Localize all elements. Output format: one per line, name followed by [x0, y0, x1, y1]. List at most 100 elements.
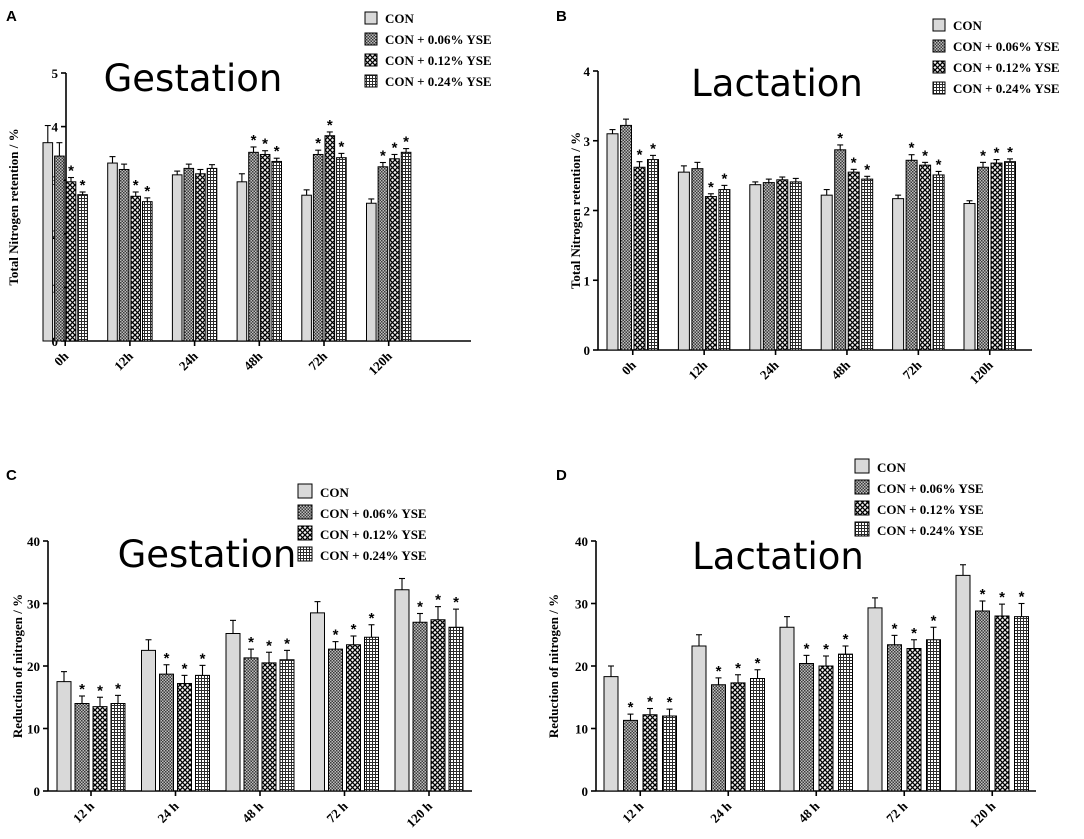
x-tick-label: 72h — [900, 357, 925, 382]
significance-marker: * — [647, 694, 653, 711]
legend: CON CON + 0.06% YSE CON + 0.12% YSE CON + 0… — [364, 11, 492, 89]
x-tick-label: 24h — [757, 357, 782, 382]
bar — [603, 676, 619, 792]
significance-marker: * — [327, 117, 333, 134]
legend-swatch — [932, 60, 946, 74]
bar — [279, 659, 295, 792]
bar — [892, 198, 905, 351]
legend-swatch — [932, 39, 946, 53]
significance-marker: * — [911, 625, 917, 642]
legend: CON CON + 0.06% YSE CON + 0.12% YSE CON + 0… — [854, 458, 984, 538]
significance-marker: * — [79, 681, 85, 698]
legend-swatch — [854, 500, 870, 516]
bar — [448, 626, 464, 792]
bar — [77, 194, 88, 342]
bar — [141, 649, 156, 792]
plot-area: 0 1 2 3 4 Total Nitrogen retention / % * * 0h * * 1… — [568, 64, 1032, 387]
bar — [394, 589, 410, 792]
panel-letter: B — [556, 8, 567, 25]
x-tick-label: 12 h — [619, 798, 647, 826]
legend-label: CON + 0.24% YSE — [320, 548, 427, 563]
bar — [620, 124, 632, 351]
legend-label: CON + 0.24% YSE — [953, 81, 1060, 96]
y-tick-label: 2 — [584, 204, 591, 219]
panel-b: B Lactation 0 1 2 3 4 Total Nitrogen retentio… — [556, 8, 1060, 387]
bar — [838, 653, 853, 792]
chart-title: Lactation — [691, 62, 863, 105]
bar — [975, 610, 990, 792]
bar — [834, 149, 847, 351]
bar — [677, 171, 690, 351]
significance-marker: * — [864, 161, 870, 178]
significance-marker: * — [164, 650, 170, 667]
significance-marker: * — [115, 680, 121, 697]
legend-label: CON + 0.12% YSE — [953, 60, 1060, 75]
bar — [977, 166, 989, 351]
significance-marker: * — [735, 660, 741, 677]
significance-marker: * — [417, 599, 423, 616]
significance-marker: * — [931, 612, 937, 629]
y-axis-label: Reduction of nitrogen / % — [546, 594, 561, 738]
x-tick-label: 0h — [51, 348, 72, 369]
bar — [606, 133, 619, 351]
x-tick-label: 120 h — [967, 798, 999, 830]
legend-swatch — [932, 18, 946, 32]
x-tick-label: 12 h — [70, 798, 98, 826]
significance-marker: * — [994, 145, 1000, 162]
bar — [183, 167, 195, 342]
significance-marker: * — [453, 594, 459, 611]
panel-letter: D — [556, 467, 567, 484]
significance-marker: * — [380, 148, 386, 165]
y-tick-label: 5 — [52, 66, 59, 81]
legend-swatch — [854, 521, 870, 537]
bar — [177, 683, 192, 792]
y-tick-label: 40 — [575, 534, 588, 549]
x-tick-label: 72h — [305, 348, 330, 373]
legend: CON CON + 0.06% YSE CON + 0.12% YSE CON + 0… — [297, 483, 427, 563]
bar — [366, 202, 377, 342]
significance-marker: * — [637, 147, 643, 164]
significance-marker: * — [435, 592, 441, 609]
bar — [762, 182, 775, 351]
bar — [691, 168, 704, 351]
bar — [110, 703, 126, 792]
bar — [718, 189, 731, 351]
legend-label: CON — [877, 460, 907, 475]
bar — [74, 703, 90, 792]
bar — [54, 155, 65, 342]
significance-marker: * — [909, 140, 915, 157]
bar — [887, 644, 902, 792]
significance-marker: * — [980, 147, 986, 164]
y-axis-label: Reduction of nitrogen / % — [10, 594, 25, 738]
significance-marker: * — [851, 154, 857, 171]
significance-marker: * — [823, 641, 829, 658]
bar — [994, 615, 1010, 792]
significance-marker: * — [403, 134, 409, 151]
legend-swatch — [297, 504, 313, 520]
significance-marker: * — [144, 183, 150, 200]
bar — [271, 160, 282, 342]
legend-label: CON + 0.06% YSE — [385, 32, 492, 47]
bar — [328, 648, 343, 792]
y-axis-label: Total Nitrogen retention / % — [6, 128, 21, 285]
legend-swatch — [364, 74, 378, 88]
bar — [750, 678, 765, 792]
bar — [730, 682, 746, 792]
y-tick-label: 10 — [27, 722, 40, 737]
significance-marker: * — [837, 130, 843, 147]
significance-marker: * — [274, 143, 280, 160]
legend-label: CON + 0.06% YSE — [877, 481, 984, 496]
chart-title: Gestation — [104, 57, 283, 100]
significance-marker: * — [248, 634, 254, 651]
y-tick-label: 0 — [584, 343, 591, 358]
panel-d: D Lactation 0 10 20 30 40 Reduction of nitrog… — [546, 458, 1036, 830]
bar — [932, 174, 945, 351]
y-tick-label: 30 — [27, 597, 40, 612]
plot-area: 0 10 20 30 40 Reduction of nitrogen / % * * * 12 … — [10, 534, 472, 830]
y-tick-label: 10 — [575, 722, 588, 737]
bar — [206, 167, 218, 342]
bar — [107, 162, 118, 342]
bar — [926, 639, 941, 792]
bar — [776, 179, 789, 351]
